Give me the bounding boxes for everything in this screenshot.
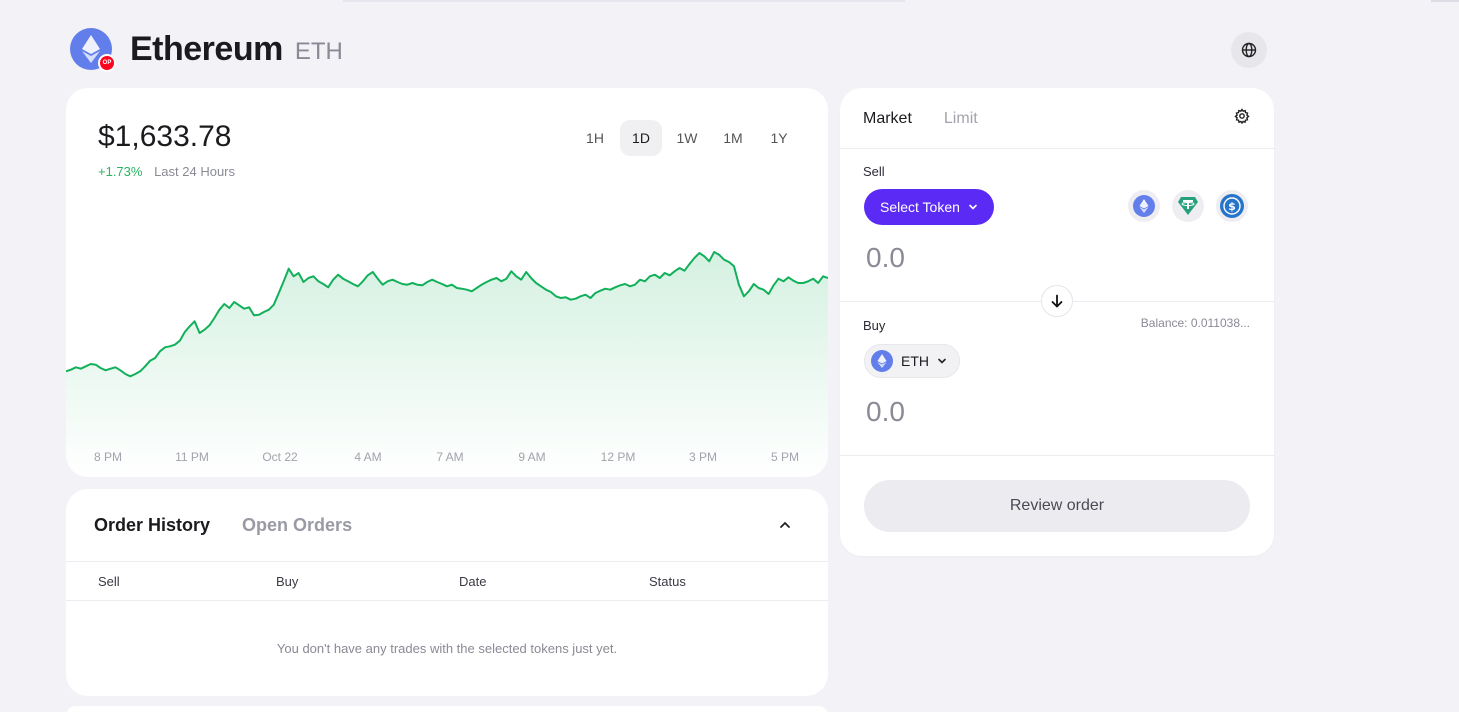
buy-amount-input[interactable]: 0.0 xyxy=(866,396,905,427)
tab-market[interactable]: Market xyxy=(863,110,912,127)
optimism-badge-icon: OP xyxy=(98,54,116,72)
token-header: OP Ethereum ETH xyxy=(70,26,343,72)
price-change-label: Last 24 Hours xyxy=(154,164,236,179)
x-tick-label: 4 AM xyxy=(354,450,382,464)
time-range-selector: 1H 1D 1W 1M 1Y xyxy=(574,120,800,156)
quick-token-eth[interactable] xyxy=(1128,190,1160,222)
select-token-label: Select Token xyxy=(880,199,960,215)
x-tick-label: 5 PM xyxy=(770,450,800,464)
quick-token-usdt[interactable] xyxy=(1172,190,1204,222)
buy-token-selector[interactable]: ETH xyxy=(864,344,960,378)
price-chart-card: $1,633.78 +1.73% Last 24 Hours 1H 1D 1W … xyxy=(66,88,828,477)
price-area xyxy=(66,252,828,477)
x-tick-label: 8 PM xyxy=(93,450,123,464)
x-tick-label: 11 PM xyxy=(175,450,209,464)
top-right-edge xyxy=(1431,0,1459,2)
tether-icon xyxy=(1178,197,1198,215)
tab-open-orders[interactable]: Open Orders xyxy=(242,515,353,535)
empty-orders-message: You don't have any trades with the selec… xyxy=(276,641,618,656)
globe-icon xyxy=(1241,42,1257,58)
x-tick-label: 9 AM xyxy=(518,450,546,464)
sell-amount-input[interactable]: 0.0 xyxy=(866,242,905,273)
x-tick-label: 12 PM xyxy=(600,450,636,464)
balance-text: Balance: 0.011038... xyxy=(1140,316,1250,330)
svg-text:$: $ xyxy=(1228,200,1236,213)
price-line xyxy=(66,251,828,378)
x-tick-label: 3 PM xyxy=(688,450,718,464)
sell-label: Sell xyxy=(863,164,885,179)
x-tick-label: 7 AM xyxy=(436,450,464,464)
tab-order-history[interactable]: Order History xyxy=(94,515,211,535)
quick-token-list: $ xyxy=(1128,190,1248,222)
range-1w[interactable]: 1W xyxy=(676,130,698,146)
x-tick-label: Oct 22 xyxy=(262,450,298,464)
ethereum-icon xyxy=(871,350,893,372)
select-token-button[interactable]: Select Token xyxy=(864,189,994,225)
column-header-date: Date xyxy=(459,574,487,589)
chevron-down-icon xyxy=(938,358,946,364)
arrow-down-icon xyxy=(1051,294,1063,308)
range-1m[interactable]: 1M xyxy=(723,130,743,146)
buy-label: Buy xyxy=(863,318,886,333)
range-1y[interactable]: 1Y xyxy=(770,130,788,146)
usdc-icon: $ xyxy=(1220,194,1244,218)
price-change: +1.73% Last 24 Hours xyxy=(98,164,235,179)
chevron-up-icon xyxy=(780,521,790,528)
column-header-buy: Buy xyxy=(276,574,299,589)
price-chart[interactable] xyxy=(66,88,828,477)
swap-card: Market Limit Sell Select Token xyxy=(840,88,1274,556)
buy-token-label: ETH xyxy=(901,353,929,369)
chevron-down-icon xyxy=(969,204,977,210)
column-header-status: Status xyxy=(649,574,686,589)
quick-token-usdc[interactable]: $ xyxy=(1216,190,1248,222)
divider xyxy=(66,561,828,562)
ethereum-icon: OP xyxy=(70,28,116,72)
next-card-edge xyxy=(66,706,828,712)
range-1h[interactable]: 1H xyxy=(586,130,604,146)
divider xyxy=(66,600,828,601)
gear-icon xyxy=(1234,108,1250,125)
price-change-percent: +1.73% xyxy=(98,164,143,179)
divider xyxy=(840,148,1274,149)
review-order-button[interactable]: Review order xyxy=(864,480,1250,532)
current-price: $1,633.78 xyxy=(98,120,232,153)
ethereum-icon xyxy=(1133,195,1155,217)
swap-tabs: Market Limit xyxy=(863,110,978,128)
tab-limit[interactable]: Limit xyxy=(943,110,978,127)
x-axis-labels: 8 PM 11 PM Oct 22 4 AM 7 AM 9 AM 12 PM 3… xyxy=(66,450,828,466)
globe-button[interactable] xyxy=(1231,32,1267,68)
token-symbol: ETH xyxy=(294,38,343,65)
page-title: Ethereum xyxy=(130,29,283,68)
settings-button[interactable] xyxy=(1234,108,1250,129)
order-tabs: Order History Open Orders xyxy=(94,515,352,536)
flip-direction-button[interactable] xyxy=(1041,285,1073,317)
range-1d[interactable]: 1D xyxy=(620,120,662,156)
column-header-sell: Sell xyxy=(98,574,120,589)
order-history-card: Order History Open Orders Sell Buy Date … xyxy=(66,489,828,696)
divider xyxy=(840,455,1274,456)
top-scroll-edge xyxy=(343,0,905,2)
collapse-button[interactable] xyxy=(778,517,792,535)
